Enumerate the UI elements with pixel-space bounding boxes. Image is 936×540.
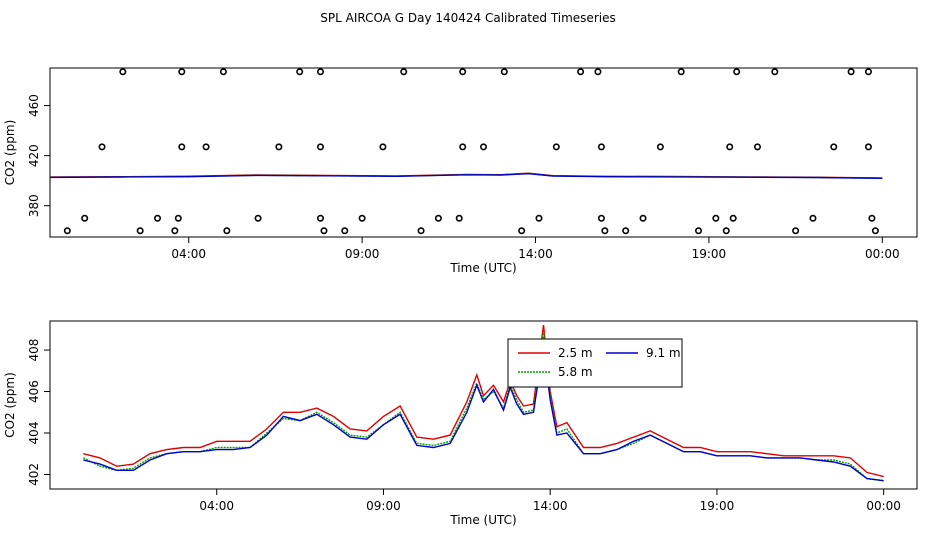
- data-point: [317, 214, 325, 222]
- data-point: [639, 214, 647, 222]
- legend-entry: 2.5 m: [558, 346, 593, 360]
- x-tick-label: 14:00: [518, 247, 553, 261]
- data-point: [136, 227, 144, 235]
- data-point: [792, 227, 800, 235]
- data-point: [459, 143, 467, 151]
- x-tick-label: 04:00: [199, 499, 234, 513]
- data-point: [864, 68, 872, 76]
- data-point: [178, 143, 186, 151]
- top-panel: 04:00 09:00 14:00 19:00 00:00 380 420 460 Time (…: [3, 67, 918, 275]
- data-point: [178, 68, 186, 76]
- series-line-25m: [83, 325, 884, 478]
- data-point: [63, 227, 71, 235]
- data-point: [81, 214, 89, 222]
- data-point: [518, 227, 526, 235]
- data-point: [341, 227, 349, 235]
- data-point: [400, 68, 408, 76]
- data-point: [434, 214, 442, 222]
- x-tick-label: 09:00: [345, 247, 380, 261]
- x-tick-label: 04:00: [171, 247, 206, 261]
- data-point: [174, 214, 182, 222]
- data-point: [223, 227, 231, 235]
- data-point: [119, 68, 127, 76]
- data-point: [868, 214, 876, 222]
- data-point: [809, 214, 817, 222]
- series-line-91m: [83, 345, 884, 482]
- y-axis-label: CO2 (ppm): [3, 120, 17, 186]
- data-point: [98, 143, 106, 151]
- data-point: [358, 214, 366, 222]
- y-tick-label: 408: [27, 339, 41, 362]
- series-line-91m: [50, 172, 883, 179]
- data-point: [171, 227, 179, 235]
- data-point: [830, 143, 838, 151]
- x-axis-label: Time (UTC): [449, 261, 516, 275]
- data-point: [317, 68, 325, 76]
- data-point: [601, 227, 609, 235]
- data-point: [726, 143, 734, 151]
- data-point: [677, 68, 685, 76]
- data-point: [733, 68, 741, 76]
- data-point: [455, 214, 463, 222]
- series-line-58m: [82, 331, 884, 482]
- x-tick-label: 19:00: [700, 499, 735, 513]
- legend-box: [507, 338, 683, 388]
- data-point: [154, 214, 162, 222]
- data-point: [254, 214, 262, 222]
- data-point: [712, 214, 720, 222]
- data-point: [320, 227, 328, 235]
- figure-title: SPL AIRCOA G Day 140424 Calibrated Times…: [320, 11, 615, 25]
- data-point: [459, 68, 467, 76]
- data-point: [729, 214, 737, 222]
- legend-entry: 9.1 m: [646, 346, 681, 360]
- data-point: [753, 143, 761, 151]
- legend-entry: 5.8 m: [558, 365, 593, 379]
- data-point: [219, 68, 227, 76]
- data-point: [656, 143, 664, 151]
- legend: 2.5 m 5.8 m 9.1 m: [507, 338, 683, 388]
- data-point: [871, 227, 879, 235]
- data-point: [500, 68, 508, 76]
- data-point: [535, 214, 543, 222]
- data-point: [275, 143, 283, 151]
- x-tick-label: 14:00: [533, 499, 568, 513]
- data-point: [597, 214, 605, 222]
- y-tick-label: 404: [27, 422, 41, 445]
- data-point: [622, 227, 630, 235]
- data-point: [417, 227, 425, 235]
- y-tick-label: 420: [27, 144, 41, 167]
- plot-frame: [49, 67, 918, 238]
- data-point: [379, 143, 387, 151]
- x-tick-label: 19:00: [692, 247, 727, 261]
- x-tick-label: 09:00: [366, 499, 401, 513]
- data-point: [552, 143, 560, 151]
- data-point: [296, 68, 304, 76]
- y-tick-label: 460: [27, 94, 41, 117]
- plot-frame: [49, 320, 918, 490]
- x-axis-label: Time (UTC): [449, 513, 516, 527]
- bottom-panel: 04:00 09:00 14:00 19:00 00:00 402 404 406 408 Tim…: [3, 320, 918, 527]
- x-tick-label: 00:00: [865, 247, 900, 261]
- data-point: [771, 68, 779, 76]
- y-tick-label: 402: [27, 463, 41, 486]
- data-point: [317, 143, 325, 151]
- y-axis-label: CO2 (ppm): [3, 372, 17, 438]
- data-point: [864, 143, 872, 151]
- data-point: [597, 143, 605, 151]
- data-point: [594, 68, 602, 76]
- data-point: [479, 143, 487, 151]
- y-tick-label: 380: [27, 194, 41, 217]
- data-point: [202, 143, 210, 151]
- x-tick-label: 00:00: [866, 499, 901, 513]
- y-tick-label: 406: [27, 380, 41, 403]
- data-point: [695, 227, 703, 235]
- data-point: [577, 68, 585, 76]
- data-point: [722, 227, 730, 235]
- data-point: [847, 68, 855, 76]
